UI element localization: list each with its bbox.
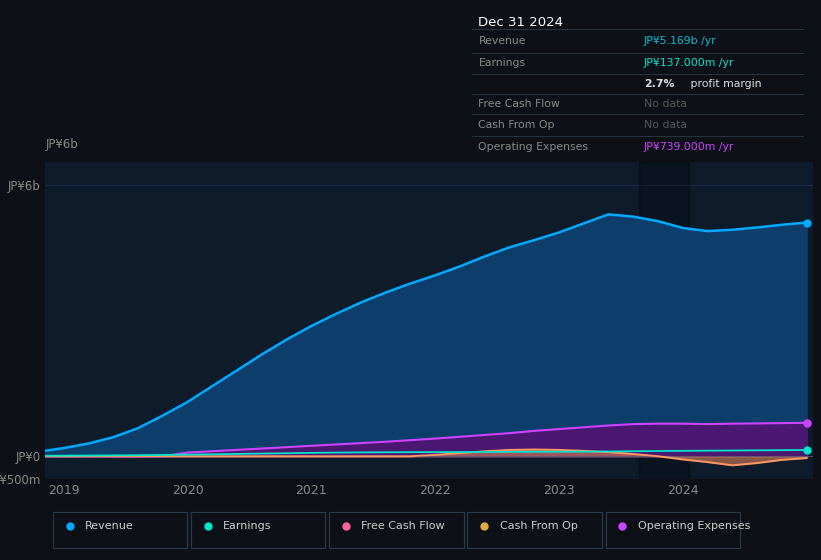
Text: No data: No data xyxy=(644,99,687,109)
Text: Revenue: Revenue xyxy=(479,36,526,46)
FancyBboxPatch shape xyxy=(606,512,740,548)
FancyBboxPatch shape xyxy=(191,512,325,548)
Text: Operating Expenses: Operating Expenses xyxy=(638,521,750,531)
Text: No data: No data xyxy=(644,120,687,130)
Bar xyxy=(640,162,689,479)
Text: Earnings: Earnings xyxy=(223,521,272,531)
FancyBboxPatch shape xyxy=(329,512,464,548)
Text: JP¥739.000m /yr: JP¥739.000m /yr xyxy=(644,142,734,152)
Text: profit margin: profit margin xyxy=(687,79,762,89)
Text: Operating Expenses: Operating Expenses xyxy=(479,142,589,152)
Text: Free Cash Flow: Free Cash Flow xyxy=(479,99,561,109)
Text: JP¥6b: JP¥6b xyxy=(45,138,78,151)
Text: Earnings: Earnings xyxy=(479,58,525,68)
Text: 2.7%: 2.7% xyxy=(644,79,675,89)
Text: JP¥5.169b /yr: JP¥5.169b /yr xyxy=(644,36,717,46)
FancyBboxPatch shape xyxy=(467,512,602,548)
Text: JP¥137.000m /yr: JP¥137.000m /yr xyxy=(644,58,734,68)
Text: Cash From Op: Cash From Op xyxy=(500,521,577,531)
Text: Cash From Op: Cash From Op xyxy=(479,120,555,130)
Text: Dec 31 2024: Dec 31 2024 xyxy=(479,16,563,29)
FancyBboxPatch shape xyxy=(53,512,187,548)
Text: Revenue: Revenue xyxy=(85,521,134,531)
Text: Free Cash Flow: Free Cash Flow xyxy=(361,521,445,531)
